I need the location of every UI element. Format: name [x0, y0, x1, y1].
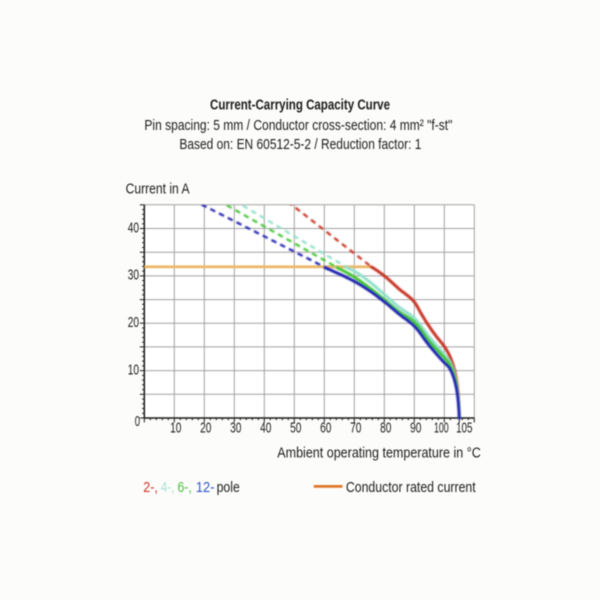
svg-text:2-,: 2-, [143, 480, 158, 496]
svg-text:10: 10 [128, 362, 139, 379]
svg-text:90: 90 [410, 419, 421, 436]
svg-text:Conductor rated current: Conductor rated current [346, 480, 476, 496]
svg-text:12-: 12- [196, 480, 215, 496]
svg-text:6-,: 6-, [178, 480, 192, 496]
svg-text:Pin spacing: 5 mm / Conductor: Pin spacing: 5 mm / Conductor cross-sect… [144, 117, 452, 134]
svg-text:30: 30 [128, 267, 139, 284]
svg-text:70: 70 [350, 419, 361, 436]
svg-text:Current in A: Current in A [126, 180, 190, 197]
svg-text:20: 20 [200, 419, 211, 436]
svg-text:4-,: 4-, [161, 480, 175, 496]
svg-text:Ambient operating temperature: Ambient operating temperature in °C [277, 445, 481, 462]
svg-text:30: 30 [230, 419, 241, 436]
svg-text:pole: pole [217, 480, 240, 496]
svg-text:0: 0 [135, 413, 140, 430]
svg-text:Based on: EN 60512-5-2 / Reduc: Based on: EN 60512-5-2 / Reduction facto… [179, 136, 421, 153]
svg-text:10: 10 [170, 419, 181, 436]
svg-text:20: 20 [128, 314, 139, 331]
svg-text:40: 40 [260, 419, 271, 436]
svg-text:Current-Carrying Capacity Curv: Current-Carrying Capacity Curve [210, 98, 390, 114]
svg-text:40: 40 [128, 219, 139, 236]
svg-text:60: 60 [320, 419, 331, 436]
svg-text:80: 80 [380, 419, 391, 436]
svg-text:105: 105 [456, 419, 472, 436]
svg-text:100: 100 [434, 419, 449, 436]
svg-text:50: 50 [290, 419, 301, 436]
